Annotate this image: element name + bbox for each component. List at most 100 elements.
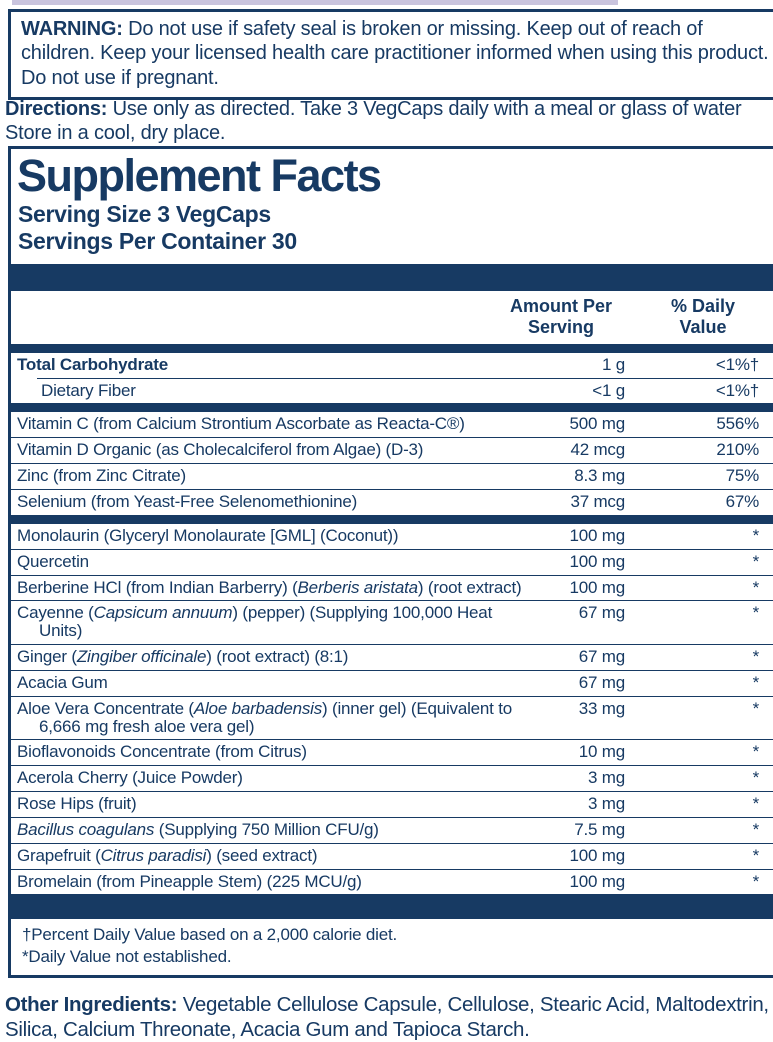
row-separator <box>11 739 773 741</box>
daily-value: * <box>752 819 760 839</box>
ingredient-name: Aloe Vera Concentrate (Aloe barbadensis)… <box>17 698 513 736</box>
amount-per-serving-header: Amount Per Serving <box>509 296 612 337</box>
ingredient-table: Total Carbohydrate 1 g <1%† Dietary Fiber <1… <box>11 353 773 895</box>
directions: Directions: Use only as directed. Take 3… <box>5 97 773 146</box>
table-row: Berberine HCl (from Indian Barberry) (Be… <box>11 576 773 601</box>
directions-label: Directions: <box>5 98 108 120</box>
section-bar <box>11 403 773 413</box>
ingredient-name: Grapefruit (Citrus paradisi) (seed extra… <box>17 845 318 865</box>
daily-value: 75% <box>725 466 760 486</box>
not-established-footnote: *Daily Value not established. <box>22 946 232 966</box>
table-row: Total Carbohydrate 1 g <1%† <box>11 353 773 378</box>
daily-value: * <box>752 603 760 623</box>
servings-per-container: Servings Per Container 30 <box>18 227 297 254</box>
daily-value: * <box>752 525 760 545</box>
row-separator <box>11 600 773 602</box>
directions-text-line2: Store in a cool, dry place. <box>5 122 226 145</box>
table-row: Cayenne (Capsicum annuum) (pepper) (Supp… <box>11 601 773 644</box>
table-row: Dietary Fiber <1 g <1%† <box>11 379 773 404</box>
daily-value: * <box>752 647 760 667</box>
row-separator <box>11 548 773 550</box>
table-row: Monolaurin (Glyceryl Monolaurate [GML] (… <box>11 524 773 549</box>
amount-value: <1 g <box>592 380 625 400</box>
table-row: Acerola Cherry (Juice Powder) 3 mg * <box>11 766 773 791</box>
ingredient-name: Dietary Fiber <box>41 380 136 400</box>
amount-value: 500 mg <box>569 414 625 434</box>
row-separator <box>37 377 773 379</box>
column-headers: Amount Per Serving % Daily Value <box>11 291 773 344</box>
row-separator <box>11 437 773 439</box>
amount-value: 33 mg <box>578 698 625 718</box>
daily-value: * <box>752 551 760 571</box>
ingredient-name: Vitamin C (from Calcium Strontium Ascorb… <box>17 414 465 434</box>
ingredient-name: Quercetin <box>17 551 89 571</box>
warning-text: Do not use if safety seal is broken or m… <box>21 18 769 89</box>
daily-value: 210% <box>716 440 759 460</box>
row-separator <box>11 791 773 793</box>
table-row: Quercetin 100 mg * <box>11 550 773 575</box>
table-row: Bioflavonoids Concentrate (from Citrus) 1… <box>11 740 773 765</box>
table-row: Rose Hips (fruit) 3 mg * <box>11 792 773 817</box>
row-separator <box>11 574 773 576</box>
row-separator <box>11 644 773 646</box>
ingredient-name: Cayenne (Capsicum annuum) (pepper) (Supp… <box>17 603 493 641</box>
daily-value: 67% <box>725 491 760 511</box>
section-bar <box>11 514 773 524</box>
footnotes: †Percent Daily Value based on a 2,000 ca… <box>11 919 773 975</box>
warning-box: WARNING: Do not use if safety seal is br… <box>8 9 773 101</box>
amount-value: 37 mcg <box>570 491 625 511</box>
ingredient-name: Bacillus coagulans (Supplying 750 Millio… <box>17 819 379 839</box>
table-row: Grapefruit (Citrus paradisi) (seed extra… <box>11 844 773 869</box>
directions-text-line1: Use only as directed. Take 3 VegCaps dai… <box>107 98 742 120</box>
percent-daily-value-header: % Daily Value <box>670 296 736 337</box>
amount-value: 100 mg <box>569 845 625 865</box>
amount-value: 67 mg <box>578 603 625 623</box>
row-separator <box>11 816 773 818</box>
ingredient-name: Vitamin D Organic (as Cholecalciferol fr… <box>17 440 424 460</box>
other-ingredients: Other Ingredients: Vegetable Cellulose C… <box>5 992 771 1042</box>
daily-value: * <box>752 577 760 597</box>
supplement-facts-panel: Supplement Facts Serving Size 3 VegCaps … <box>8 146 773 979</box>
section-bar-top <box>11 264 773 291</box>
table-row: Selenium (from Yeast-Free Selenomethioni… <box>11 490 773 515</box>
section-bar-headers <box>11 343 773 353</box>
row-separator <box>11 842 773 844</box>
row-separator <box>11 463 773 465</box>
ingredient-name: Total Carbohydrate <box>17 354 168 374</box>
daily-value: * <box>752 672 760 692</box>
amount-value: 1 g <box>601 354 625 374</box>
daily-value: * <box>752 742 760 762</box>
row-separator <box>11 669 773 671</box>
amount-value: 7.5 mg <box>574 819 625 839</box>
ingredient-name: Bromelain (from Pineapple Stem) (225 MCU… <box>17 871 362 891</box>
table-row: Vitamin C (from Calcium Strontium Ascorb… <box>11 412 773 437</box>
daily-value: * <box>752 698 760 718</box>
ingredient-name: Monolaurin (Glyceryl Monolaurate [GML] (… <box>17 525 399 545</box>
row-separator <box>11 695 773 697</box>
daily-value: <1%† <box>715 380 759 400</box>
ingredient-name: Zinc (from Zinc Citrate) <box>17 466 186 486</box>
amount-value: 100 mg <box>569 871 625 891</box>
table-row: Acacia Gum 67 mg * <box>11 671 773 696</box>
daily-value: * <box>752 845 760 865</box>
row-separator <box>11 765 773 767</box>
ingredient-name: Selenium (from Yeast-Free Selenomethioni… <box>17 491 358 511</box>
table-row: Aloe Vera Concentrate (Aloe barbadensis)… <box>11 697 773 740</box>
table-row: Ginger (Zingiber officinale) (root extra… <box>11 645 773 670</box>
amount-value: 10 mg <box>578 742 625 762</box>
daily-value: * <box>752 768 760 788</box>
amount-value: 100 mg <box>569 525 625 545</box>
daily-value: <1%† <box>715 354 759 374</box>
ingredient-name: Bioflavonoids Concentrate (from Citrus) <box>17 742 307 762</box>
daily-value: 556% <box>716 414 759 434</box>
ingredient-name: Acerola Cherry (Juice Powder) <box>17 768 243 788</box>
table-row: Bromelain (from Pineapple Stem) (225 MCU… <box>11 870 773 895</box>
table-row: Vitamin D Organic (as Cholecalciferol fr… <box>11 438 773 463</box>
ingredient-name: Ginger (Zingiber officinale) (root extra… <box>17 647 349 667</box>
amount-value: 67 mg <box>578 647 625 667</box>
ingredient-name: Berberine HCl (from Indian Barberry) (Be… <box>17 577 522 597</box>
other-ingredients-label: Other Ingredients: <box>5 993 178 1016</box>
amount-value: 3 mg <box>588 794 625 814</box>
panel-title: Supplement Facts <box>17 150 382 201</box>
amount-value: 67 mg <box>578 672 625 692</box>
